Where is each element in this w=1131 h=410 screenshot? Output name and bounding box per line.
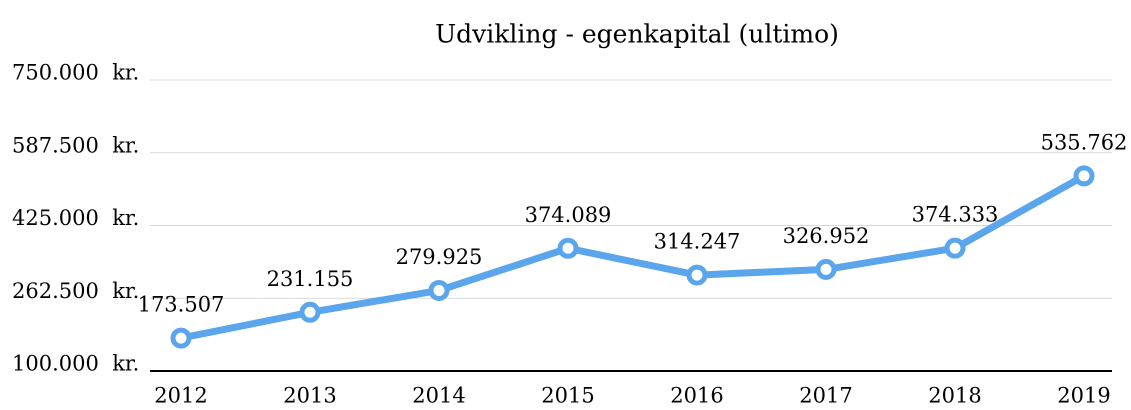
point-marker xyxy=(1073,165,1095,187)
data-label: 173.507 xyxy=(138,293,225,317)
data-label: 326.952 xyxy=(783,224,870,248)
y-tick-label: 100.000 kr. xyxy=(12,352,139,376)
point-marker xyxy=(686,264,708,286)
point-marker xyxy=(815,258,837,280)
data-label: 279.925 xyxy=(396,245,483,269)
x-tick-label: 2016 xyxy=(670,384,723,408)
point-marker xyxy=(557,237,579,259)
y-tick-label: 262.500 kr. xyxy=(12,279,139,303)
point-marker xyxy=(170,327,192,349)
x-tick-label: 2012 xyxy=(154,384,207,408)
y-tick-label: 425.000 kr. xyxy=(12,206,139,230)
y-tick-label: 587.500 kr. xyxy=(12,133,139,157)
data-label: 231.155 xyxy=(267,267,354,291)
point-marker xyxy=(299,301,321,323)
series-line xyxy=(177,172,1088,342)
data-label: 535.762 xyxy=(1041,130,1128,154)
y-tick-label: 750.000 kr. xyxy=(12,61,139,85)
point-marker xyxy=(944,237,966,259)
x-tick-label: 2014 xyxy=(412,384,465,408)
x-tick-label: 2019 xyxy=(1057,384,1110,408)
x-tick-label: 2017 xyxy=(799,384,852,408)
x-tick-label: 2015 xyxy=(541,384,594,408)
data-label: 314.247 xyxy=(654,230,741,254)
chart-title: Udvikling - egenkapital (ultimo) xyxy=(435,20,839,49)
data-label: 374.333 xyxy=(912,203,999,227)
point-marker xyxy=(428,279,450,301)
data-label: 374.089 xyxy=(525,203,612,227)
x-tick-label: 2018 xyxy=(928,384,981,408)
x-tick-label: 2013 xyxy=(283,384,336,408)
